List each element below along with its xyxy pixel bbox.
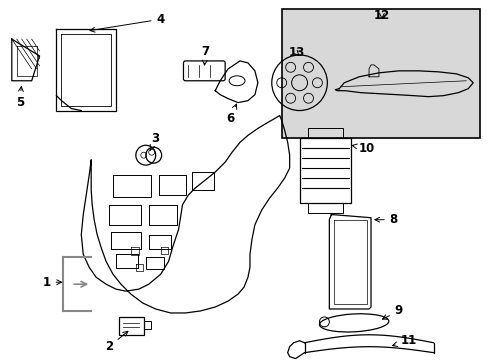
Text: 6: 6	[225, 104, 236, 125]
Text: 5: 5	[16, 87, 24, 109]
Text: 11: 11	[392, 334, 416, 347]
Bar	[281, 9, 479, 138]
Text: 10: 10	[351, 142, 374, 155]
Text: 4: 4	[90, 13, 164, 32]
FancyBboxPatch shape	[183, 61, 224, 81]
Text: 12: 12	[373, 9, 389, 22]
Bar	[119, 317, 143, 335]
Text: 7: 7	[201, 45, 209, 65]
Bar	[299, 138, 350, 203]
Text: 2: 2	[105, 331, 128, 353]
Text: 3: 3	[150, 132, 160, 150]
Text: 9: 9	[382, 305, 402, 319]
Text: 8: 8	[374, 213, 397, 226]
Text: 13: 13	[288, 46, 304, 59]
Text: 1: 1	[42, 276, 61, 289]
